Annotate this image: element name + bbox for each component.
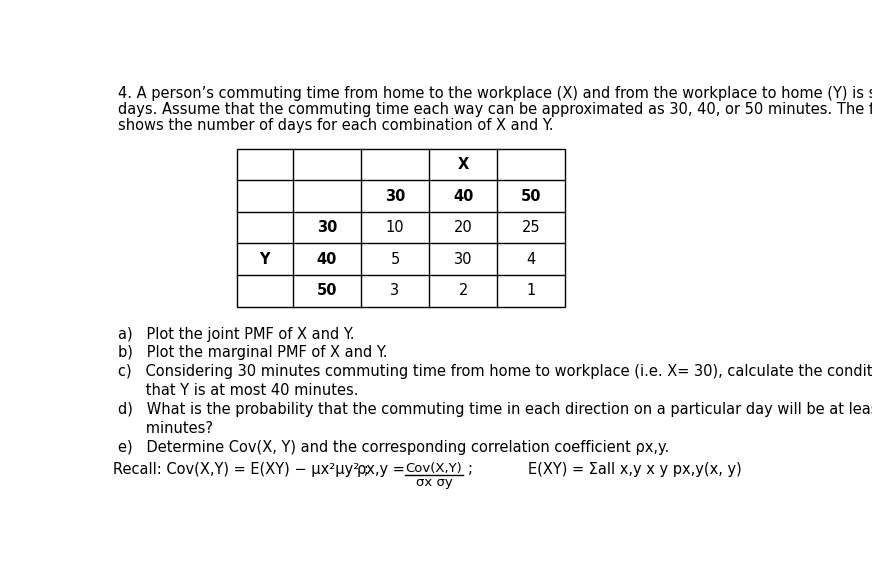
Bar: [237, 149, 565, 306]
Text: e)   Determine Cov(X, Y) and the corresponding correlation coefficient ρx,y.: e) Determine Cov(X, Y) and the correspon…: [119, 440, 670, 455]
Text: X: X: [458, 157, 469, 172]
Text: that Y is at most 40 minutes.: that Y is at most 40 minutes.: [119, 383, 358, 398]
Text: 3: 3: [391, 283, 399, 298]
Text: shows the number of days for each combination of X and Y.: shows the number of days for each combin…: [119, 118, 554, 133]
Text: ρx,y =: ρx,y =: [357, 462, 405, 477]
Text: Recall: Cov(X,Y) = E(XY) − μx²μy² ;: Recall: Cov(X,Y) = E(XY) − μx²μy² ;: [112, 462, 369, 477]
Text: minutes?: minutes?: [119, 421, 214, 436]
Text: ;: ;: [467, 461, 473, 476]
Text: 30: 30: [317, 220, 337, 235]
Text: Y: Y: [260, 251, 270, 267]
Text: 5: 5: [391, 251, 399, 267]
Text: 4. A person’s commuting time from home to the workplace (X) and from the workpla: 4. A person’s commuting time from home t…: [119, 85, 872, 101]
Text: c)   Considering 30 minutes commuting time from home to workplace (i.e. X= 30), : c) Considering 30 minutes commuting time…: [119, 364, 872, 379]
Text: 50: 50: [317, 283, 337, 298]
Text: 40: 40: [453, 189, 473, 203]
Text: 40: 40: [317, 251, 337, 267]
Text: 4: 4: [527, 251, 536, 267]
Text: 25: 25: [522, 220, 541, 235]
Text: a)   Plot the joint PMF of X and Y.: a) Plot the joint PMF of X and Y.: [119, 327, 355, 341]
Text: σx σy: σx σy: [416, 476, 453, 489]
Text: 50: 50: [521, 189, 542, 203]
Text: d)   What is the probability that the commuting time in each direction on a part: d) What is the probability that the comm…: [119, 402, 872, 417]
Text: 30: 30: [454, 251, 473, 267]
Text: 20: 20: [453, 220, 473, 235]
Text: b)   Plot the marginal PMF of X and Y.: b) Plot the marginal PMF of X and Y.: [119, 345, 388, 360]
Text: E(XY) = Σall x,y x y px,y(x, y): E(XY) = Σall x,y x y px,y(x, y): [528, 462, 741, 477]
Text: 2: 2: [459, 283, 468, 298]
Text: days. Assume that the commuting time each way can be approximated as 30, 40, or : days. Assume that the commuting time eac…: [119, 102, 872, 117]
Text: 10: 10: [385, 220, 405, 235]
Text: 30: 30: [385, 189, 405, 203]
Text: Cov(X,Y): Cov(X,Y): [405, 462, 462, 475]
Text: 1: 1: [527, 283, 536, 298]
